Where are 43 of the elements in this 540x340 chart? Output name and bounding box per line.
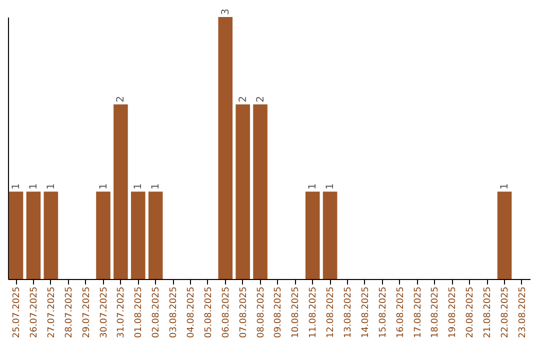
x-tick-label: 29.07.2025 (82, 286, 92, 338)
x-tick-label: 27.07.2025 (46, 286, 57, 338)
data-label: 2 (116, 96, 127, 102)
x-tick-label: 20.08.2025 (466, 286, 476, 338)
data-label: 1 (133, 183, 144, 190)
data-label: 1 (28, 183, 40, 190)
x-tick-label: 14.08.2025 (360, 286, 371, 338)
x-tick-label: 17.08.2025 (413, 286, 424, 338)
x-tick-label: 19.08.2025 (448, 286, 458, 338)
x-tick-label: 30.07.2025 (99, 286, 110, 338)
x-tick-label: 10.08.2025 (291, 286, 302, 338)
x-tick-label: 09.08.2025 (274, 286, 284, 338)
data-label: 1 (308, 183, 319, 190)
x-tick-label: 31.07.2025 (116, 286, 127, 338)
x-tick-label: 21.08.2025 (483, 286, 494, 338)
data-label: 2 (238, 96, 249, 102)
x-tick-label: 02.08.2025 (152, 286, 162, 338)
x-tick-label: 16.08.2025 (396, 286, 406, 338)
x-tick-label: 26.07.2025 (29, 286, 40, 338)
x-tick-label: 15.08.2025 (378, 286, 388, 338)
x-tick-label: 06.08.2025 (221, 286, 232, 338)
x-tick-label: 08.08.2025 (256, 286, 266, 338)
x-tick-label: 13.08.2025 (344, 286, 354, 338)
x-tick-label: 18.08.2025 (430, 286, 441, 338)
data-label: 2 (255, 96, 266, 102)
x-tick-label: 25.07.2025 (12, 286, 22, 338)
x-tick-label: 28.07.2025 (64, 286, 74, 338)
x-tick-label: 01.08.2025 (134, 286, 144, 338)
data-label: 1 (150, 183, 162, 190)
x-tick-label: 22.08.2025 (500, 286, 511, 338)
x-tick-label: 07.08.2025 (238, 286, 249, 338)
x-tick-label: 03.08.2025 (169, 286, 180, 338)
data-label: 3 (220, 8, 232, 15)
data-label: 1 (46, 183, 57, 190)
x-tick-label: 12.08.2025 (326, 286, 336, 338)
x-tick-label: 23.08.2025 (518, 286, 528, 338)
x-tick-label: 05.08.2025 (204, 286, 214, 338)
data-label: 1 (325, 183, 336, 190)
data-label: 1 (98, 183, 110, 190)
x-tick-label: 04.08.2025 (186, 286, 196, 338)
data-label: 1 (500, 183, 511, 190)
x-tick-label: 11.08.2025 (308, 286, 319, 338)
data-label: 1 (11, 183, 22, 190)
